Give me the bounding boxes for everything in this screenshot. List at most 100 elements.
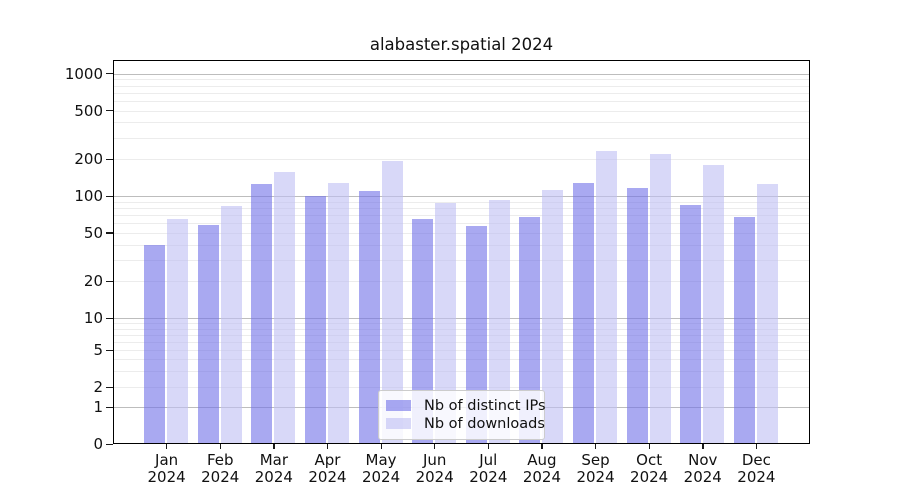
bar-downloads-jun <box>435 203 457 444</box>
x-tick-month: Oct <box>636 451 663 469</box>
minor-gridline <box>113 137 810 139</box>
minor-gridline <box>113 223 810 225</box>
minor-gridline <box>113 334 810 336</box>
x-tick-mark <box>326 444 329 449</box>
x-tick-year: 2024 <box>201 467 240 486</box>
x-tick-year: 2024 <box>254 467 293 486</box>
bar-downloads-mar <box>274 171 296 444</box>
minor-gridline <box>113 85 810 87</box>
x-tick-mark <box>434 444 436 449</box>
chart-title: alabaster.spatial 2024 <box>369 35 554 54</box>
bar-downloads-apr <box>327 183 349 444</box>
minor-gridline <box>113 159 810 161</box>
x-tick-month: Sep <box>581 451 610 469</box>
bar-downloads-jul <box>488 199 510 444</box>
y-tick-label: 2 <box>93 378 103 396</box>
x-tick-year: 2024 <box>469 467 508 486</box>
minor-gridline <box>113 341 810 343</box>
plot-area <box>113 60 810 444</box>
x-tick-month: Dec <box>741 451 771 469</box>
x-tick-year: 2024 <box>415 467 454 486</box>
y-tick-label: 1 <box>93 398 103 416</box>
legend-label: Nb of distinct IPs <box>424 397 546 414</box>
x-tick-label: Apr 2024 <box>299 452 355 485</box>
y-tick-mark <box>106 317 113 320</box>
bar-downloads-oct <box>649 153 671 444</box>
y-tick-label: 50 <box>83 223 103 242</box>
y-tick-mark <box>106 195 113 197</box>
x-tick-year: 2024 <box>737 467 776 486</box>
bar-distinct-ips-jan <box>144 244 166 444</box>
bar-distinct-ips-apr <box>304 196 326 444</box>
y-tick-label: 1000 <box>64 64 103 83</box>
y-tick-mark <box>106 158 113 160</box>
x-tick-label: Aug 2024 <box>514 452 570 485</box>
x-tick-year: 2024 <box>683 467 722 486</box>
x-tick-label: Sep 2024 <box>568 452 624 485</box>
x-tick-mark <box>541 444 543 449</box>
x-tick-mark <box>219 444 222 449</box>
x-tick-label: Nov 2024 <box>675 452 731 485</box>
minor-gridline <box>113 387 810 388</box>
minor-gridline <box>113 350 810 351</box>
bar-distinct-ips-nov <box>680 204 702 444</box>
x-tick-mark <box>755 444 758 449</box>
y-tick-label: 500 <box>74 101 103 120</box>
x-tick-month: Jan <box>155 451 179 469</box>
y-tick-mark <box>106 280 113 283</box>
minor-gridline <box>113 244 810 246</box>
x-tick-month: Jun <box>422 451 447 469</box>
x-tick-label: Feb 2024 <box>192 452 248 485</box>
minor-gridline <box>113 207 810 209</box>
y-tick-label: 10 <box>83 309 103 328</box>
minor-gridline <box>113 79 810 81</box>
bar-downloads-aug <box>542 189 564 444</box>
y-tick-label: 100 <box>74 187 103 205</box>
x-tick-mark <box>702 444 704 449</box>
x-tick-mark <box>595 444 597 449</box>
legend-swatch <box>386 418 411 429</box>
minor-gridline <box>113 370 810 372</box>
minor-gridline <box>113 328 810 330</box>
bar-downloads-may <box>381 160 403 444</box>
bars-layer <box>113 60 810 444</box>
bar-distinct-ips-aug <box>519 217 541 444</box>
bar-downloads-sep <box>596 150 618 444</box>
x-tick-label: May 2024 <box>353 452 409 485</box>
x-tick-label: Mar 2024 <box>246 452 302 485</box>
minor-gridline <box>113 201 810 203</box>
x-tick-mark <box>166 444 168 449</box>
major-gridline <box>113 318 810 320</box>
x-tick-month: Nov <box>688 451 718 469</box>
bar-distinct-ips-sep <box>573 182 595 444</box>
bar-distinct-ips-may <box>358 190 380 444</box>
minor-gridline <box>113 232 810 234</box>
major-gridline <box>113 196 810 197</box>
y-tick-mark <box>106 386 113 388</box>
y-tick-mark <box>106 73 113 75</box>
major-gridline <box>113 73 810 75</box>
y-tick-mark <box>106 232 113 234</box>
minor-gridline <box>113 92 810 94</box>
y-tick-label: 200 <box>74 150 103 169</box>
x-tick-month: May <box>365 451 397 469</box>
x-tick-year: 2024 <box>630 467 669 486</box>
legend-swatch <box>386 400 411 411</box>
y-tick-label: 20 <box>83 272 103 291</box>
y-tick-mark <box>106 110 113 112</box>
bar-distinct-ips-jun <box>412 218 434 444</box>
x-tick-label: Oct 2024 <box>621 452 677 485</box>
legend-label: Nb of downloads <box>424 415 545 432</box>
bar-downloads-nov <box>703 164 725 444</box>
x-tick-year: 2024 <box>361 467 401 486</box>
x-tick-mark <box>487 444 490 449</box>
x-tick-label: Jun 2024 <box>407 452 463 485</box>
x-tick-month: Jul <box>479 451 498 469</box>
minor-gridline <box>113 122 810 124</box>
legend-item: Nb of downloads <box>386 415 545 432</box>
bar-downloads-dec <box>756 184 778 444</box>
y-tick-mark <box>106 443 113 445</box>
bar-distinct-ips-feb <box>197 224 219 444</box>
legend: Nb of distinct IPs Nb of downloads <box>378 390 546 440</box>
